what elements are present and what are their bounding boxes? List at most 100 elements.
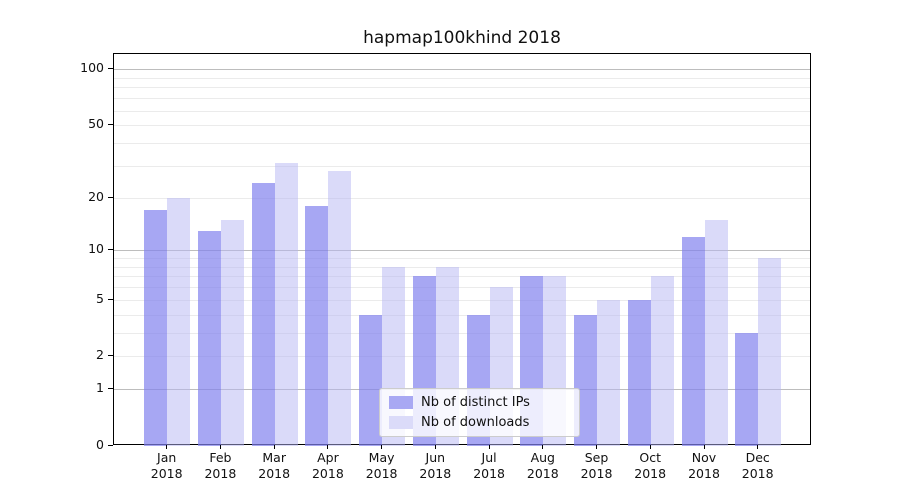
x-tick-month: Mar [262, 450, 286, 465]
bar-distinct-ips-dec [735, 332, 759, 446]
chart-title: hapmap100khind 2018 [363, 28, 561, 48]
gridline-minor-8 [114, 266, 810, 268]
x-tick-label-jan: Jan 2018 [135, 450, 199, 482]
bar-downloads-dec [758, 258, 782, 446]
y-tick-label-1: 1 [96, 380, 104, 396]
legend-label-distinct-ips: Nb of distinct IPs [421, 395, 530, 411]
gridline-minor-40 [114, 143, 810, 144]
legend-row-distinct-ips: Nb of distinct IPs [389, 395, 570, 410]
x-tick-year: 2018 [526, 466, 559, 481]
gridline-minor-70 [114, 98, 810, 100]
x-tick-label-jul: Jul 2018 [457, 450, 521, 482]
x-tick-mark-jul [488, 445, 490, 449]
x-tick-year: 2018 [311, 466, 344, 481]
plot-area: Nb of distinct IPs Nb of downloads [113, 53, 811, 446]
bar-downloads-mar [274, 163, 298, 446]
legend-swatch-downloads [389, 415, 413, 429]
bar-distinct-ips-may [359, 314, 383, 446]
x-tick-mark-sep [596, 445, 597, 449]
y-tick-mark-100 [108, 68, 113, 70]
bar-downloads-oct [650, 276, 674, 446]
x-tick-month: Sep [584, 450, 609, 465]
y-tick-label-50: 50 [88, 116, 104, 132]
bar-downloads-feb [220, 219, 244, 446]
x-tick-month: Apr [317, 450, 339, 465]
gridline-major-10 [114, 250, 810, 252]
x-tick-month: Nov [691, 450, 717, 465]
y-tick-label-10: 10 [88, 241, 104, 257]
x-tick-year: 2018 [580, 466, 613, 481]
y-tick-mark-50 [108, 124, 113, 126]
x-tick-mark-apr [327, 445, 329, 449]
bar-downloads-jan [167, 197, 191, 446]
x-tick-month: Jan [157, 450, 177, 465]
x-tick-year: 2018 [473, 466, 505, 481]
x-tick-year: 2018 [150, 466, 183, 481]
x-tick-month: Oct [639, 450, 661, 465]
gridline-minor-80 [114, 87, 810, 89]
gridline-minor-3 [114, 332, 810, 334]
x-tick-mark-aug [542, 445, 544, 449]
x-tick-year: 2018 [634, 466, 667, 481]
x-tick-label-oct: Oct 2018 [618, 450, 682, 482]
bar-distinct-ips-nov [681, 236, 705, 446]
x-tick-label-aug: Aug 2018 [511, 450, 575, 482]
x-tick-mark-may [381, 445, 383, 449]
bar-distinct-ips-feb [197, 230, 221, 446]
x-tick-label-feb: Feb 2018 [188, 450, 252, 482]
gridline-minor-6 [114, 287, 810, 289]
y-tick-mark-10 [108, 249, 113, 251]
y-tick-mark-5 [108, 298, 113, 300]
x-tick-month: Aug [530, 450, 555, 465]
gridline-minor-2 [114, 356, 810, 358]
y-tick-label-2: 2 [96, 347, 104, 363]
gridline-minor-90 [114, 77, 810, 79]
x-tick-year: 2018 [204, 466, 237, 481]
x-tick-mark-dec [757, 445, 759, 449]
x-tick-label-mar: Mar 2018 [242, 450, 306, 482]
legend: Nb of distinct IPs Nb of downloads [379, 388, 580, 437]
bar-downloads-apr [328, 171, 352, 446]
bar-distinct-ips-oct [627, 299, 651, 446]
y-tick-label-0: 0 [96, 437, 104, 452]
y-tick-label-20: 20 [88, 188, 104, 204]
x-tick-label-apr: Apr 2018 [296, 450, 360, 482]
x-tick-label-may: May 2018 [350, 450, 414, 482]
x-tick-label-nov: Nov 2018 [672, 450, 736, 482]
y-tick-mark-0 [108, 445, 113, 446]
gridline-minor-60 [114, 110, 810, 112]
bar-distinct-ips-mar [251, 183, 275, 446]
x-tick-mark-oct [649, 445, 651, 449]
bar-distinct-ips-jan [144, 210, 168, 446]
gridline-minor-9 [114, 258, 810, 260]
y-tick-label-5: 5 [96, 290, 104, 306]
x-tick-year: 2018 [741, 466, 774, 481]
x-tick-year: 2018 [365, 466, 398, 481]
x-tick-month: May [368, 450, 395, 465]
x-tick-mark-mar [273, 445, 275, 449]
x-tick-label-jun: Jun 2018 [403, 450, 467, 482]
bar-downloads-nov [704, 219, 728, 446]
gridline-minor-50 [114, 125, 810, 127]
x-tick-label-sep: Sep 2018 [565, 450, 629, 482]
x-tick-year: 2018 [258, 466, 291, 481]
x-tick-mark-jan [166, 445, 168, 449]
y-tick-label-100: 100 [80, 60, 104, 76]
bar-downloads-sep [597, 299, 620, 446]
x-tick-month: Dec [745, 450, 770, 465]
x-tick-month: Jul [481, 450, 497, 465]
bar-distinct-ips-apr [305, 205, 329, 446]
gridline-minor-7 [114, 276, 810, 278]
x-tick-mark-jun [434, 445, 436, 449]
x-tick-label-dec: Dec 2018 [726, 450, 790, 482]
y-tick-mark-1 [108, 388, 113, 390]
x-tick-month: Feb [209, 450, 232, 465]
x-tick-mark-nov [703, 445, 705, 449]
gridline-minor-5 [114, 299, 810, 301]
legend-row-downloads: Nb of downloads [389, 415, 570, 430]
gridline-major-100 [114, 69, 810, 71]
y-tick-mark-2 [108, 355, 113, 357]
x-tick-year: 2018 [419, 466, 452, 481]
gridline-minor-4 [114, 314, 810, 316]
